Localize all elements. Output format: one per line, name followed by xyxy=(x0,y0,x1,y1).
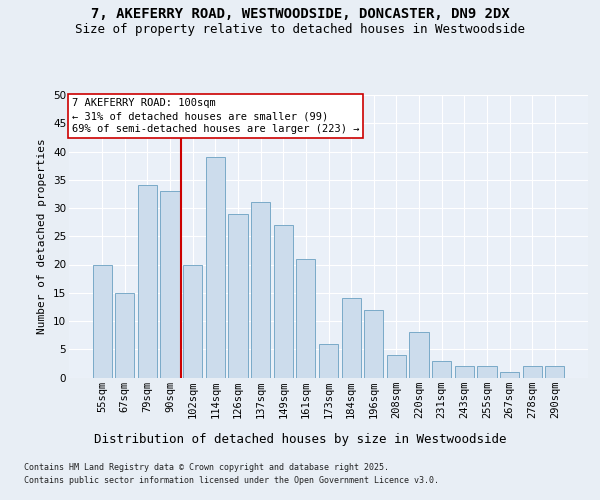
Bar xyxy=(274,225,293,378)
Bar xyxy=(229,214,248,378)
Bar xyxy=(387,355,406,378)
Bar xyxy=(477,366,497,378)
Text: Contains HM Land Registry data © Crown copyright and database right 2025.: Contains HM Land Registry data © Crown c… xyxy=(24,462,389,471)
Bar xyxy=(115,293,134,378)
Bar xyxy=(545,366,565,378)
Bar xyxy=(341,298,361,378)
Bar xyxy=(138,186,157,378)
Bar xyxy=(92,264,112,378)
Bar xyxy=(183,264,202,378)
Text: 7, AKEFERRY ROAD, WESTWOODSIDE, DONCASTER, DN9 2DX: 7, AKEFERRY ROAD, WESTWOODSIDE, DONCASTE… xyxy=(91,8,509,22)
Bar xyxy=(319,344,338,378)
Bar xyxy=(160,191,180,378)
Bar xyxy=(251,202,270,378)
Text: 7 AKEFERRY ROAD: 100sqm
← 31% of detached houses are smaller (99)
69% of semi-de: 7 AKEFERRY ROAD: 100sqm ← 31% of detache… xyxy=(71,98,359,134)
Bar xyxy=(432,360,451,378)
Text: Contains public sector information licensed under the Open Government Licence v3: Contains public sector information licen… xyxy=(24,476,439,485)
Bar xyxy=(364,310,383,378)
Text: Size of property relative to detached houses in Westwoodside: Size of property relative to detached ho… xyxy=(75,22,525,36)
Bar xyxy=(500,372,519,378)
Bar xyxy=(296,259,316,378)
Text: Distribution of detached houses by size in Westwoodside: Distribution of detached houses by size … xyxy=(94,432,506,446)
Bar xyxy=(455,366,474,378)
Bar xyxy=(409,332,428,378)
Bar xyxy=(523,366,542,378)
Y-axis label: Number of detached properties: Number of detached properties xyxy=(37,138,47,334)
Bar xyxy=(206,157,225,378)
